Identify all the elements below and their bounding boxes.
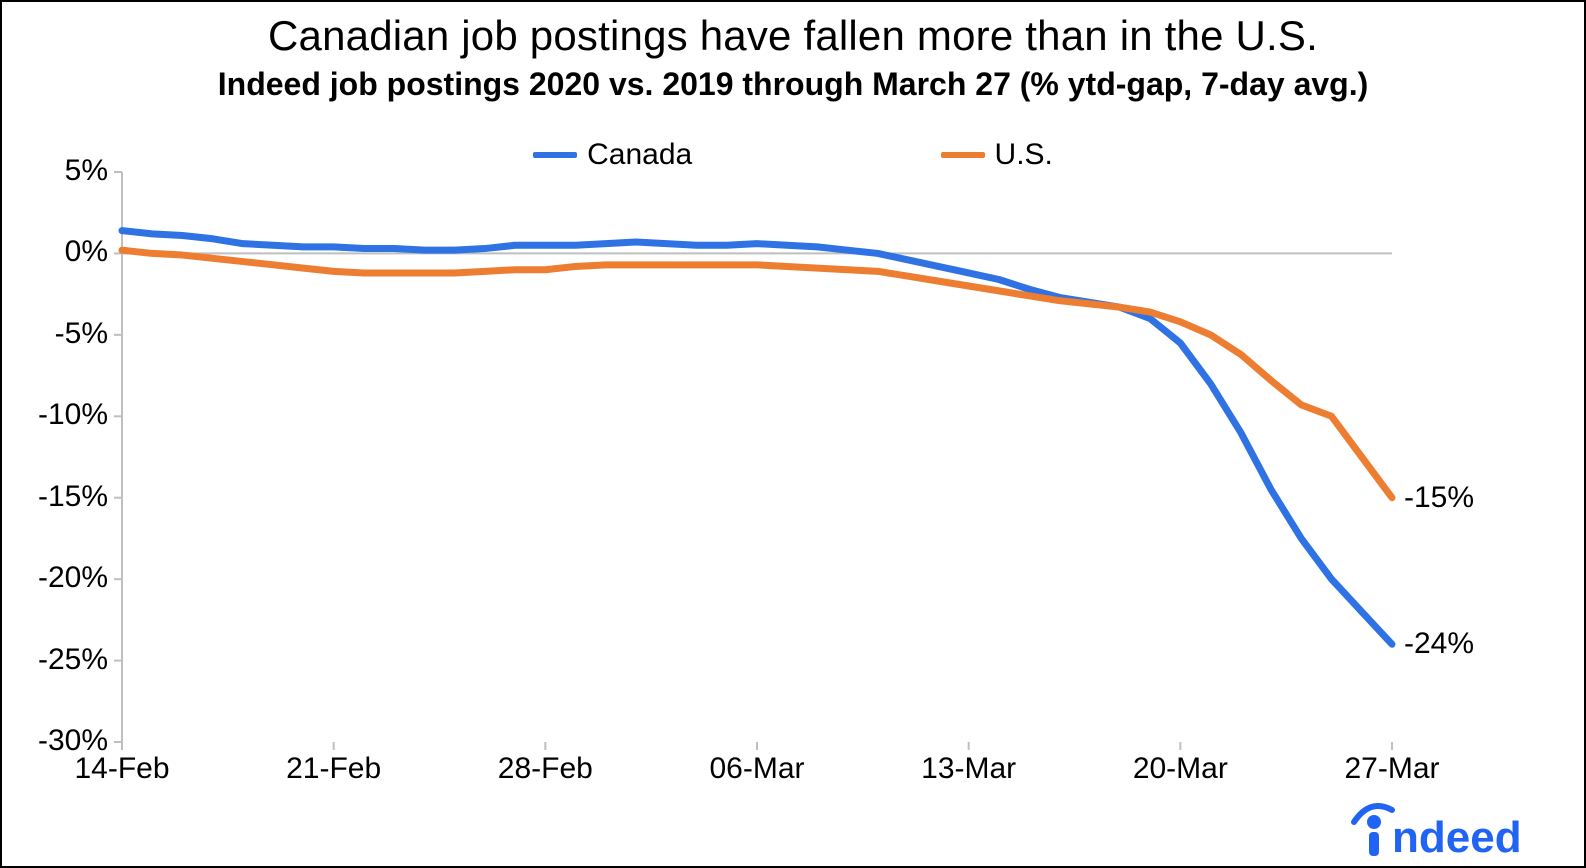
indeed-logo-icon: ndeed bbox=[1350, 802, 1560, 858]
chart-frame: { "title": "Canadian job postings have f… bbox=[0, 0, 1586, 868]
y-tick-label: -5% bbox=[2, 317, 108, 351]
series-end-label: -15% bbox=[1404, 481, 1474, 515]
y-tick-label: -25% bbox=[2, 643, 108, 677]
x-tick-label: 13-Mar bbox=[921, 752, 1016, 786]
legend-label-canada: Canada bbox=[587, 138, 692, 172]
legend: Canada U.S. bbox=[2, 132, 1584, 172]
y-tick-label: -10% bbox=[2, 398, 108, 432]
y-tick-label: 0% bbox=[2, 235, 108, 269]
y-tick-label: -20% bbox=[2, 561, 108, 595]
x-tick-label: 21-Feb bbox=[286, 752, 381, 786]
x-tick-label: 06-Mar bbox=[709, 752, 804, 786]
series-end-label: -24% bbox=[1404, 627, 1474, 661]
x-tick-label: 20-Mar bbox=[1133, 752, 1228, 786]
legend-item-canada: Canada bbox=[533, 138, 692, 172]
x-tick-label: 14-Feb bbox=[74, 752, 169, 786]
line-chart bbox=[122, 172, 1392, 742]
chart-subtitle: Indeed job postings 2020 vs. 2019 throug… bbox=[2, 66, 1584, 103]
chart-title: Canadian job postings have fallen more t… bbox=[2, 12, 1584, 60]
y-tick-label: 5% bbox=[2, 154, 108, 188]
x-tick-label: 28-Feb bbox=[498, 752, 593, 786]
legend-swatch-us bbox=[941, 152, 985, 158]
legend-swatch-canada bbox=[533, 152, 577, 158]
x-tick-label: 27-Mar bbox=[1344, 752, 1439, 786]
svg-text:ndeed: ndeed bbox=[1392, 813, 1522, 858]
legend-item-us: U.S. bbox=[941, 138, 1053, 172]
legend-label-us: U.S. bbox=[995, 138, 1053, 172]
y-tick-label: -15% bbox=[2, 480, 108, 514]
